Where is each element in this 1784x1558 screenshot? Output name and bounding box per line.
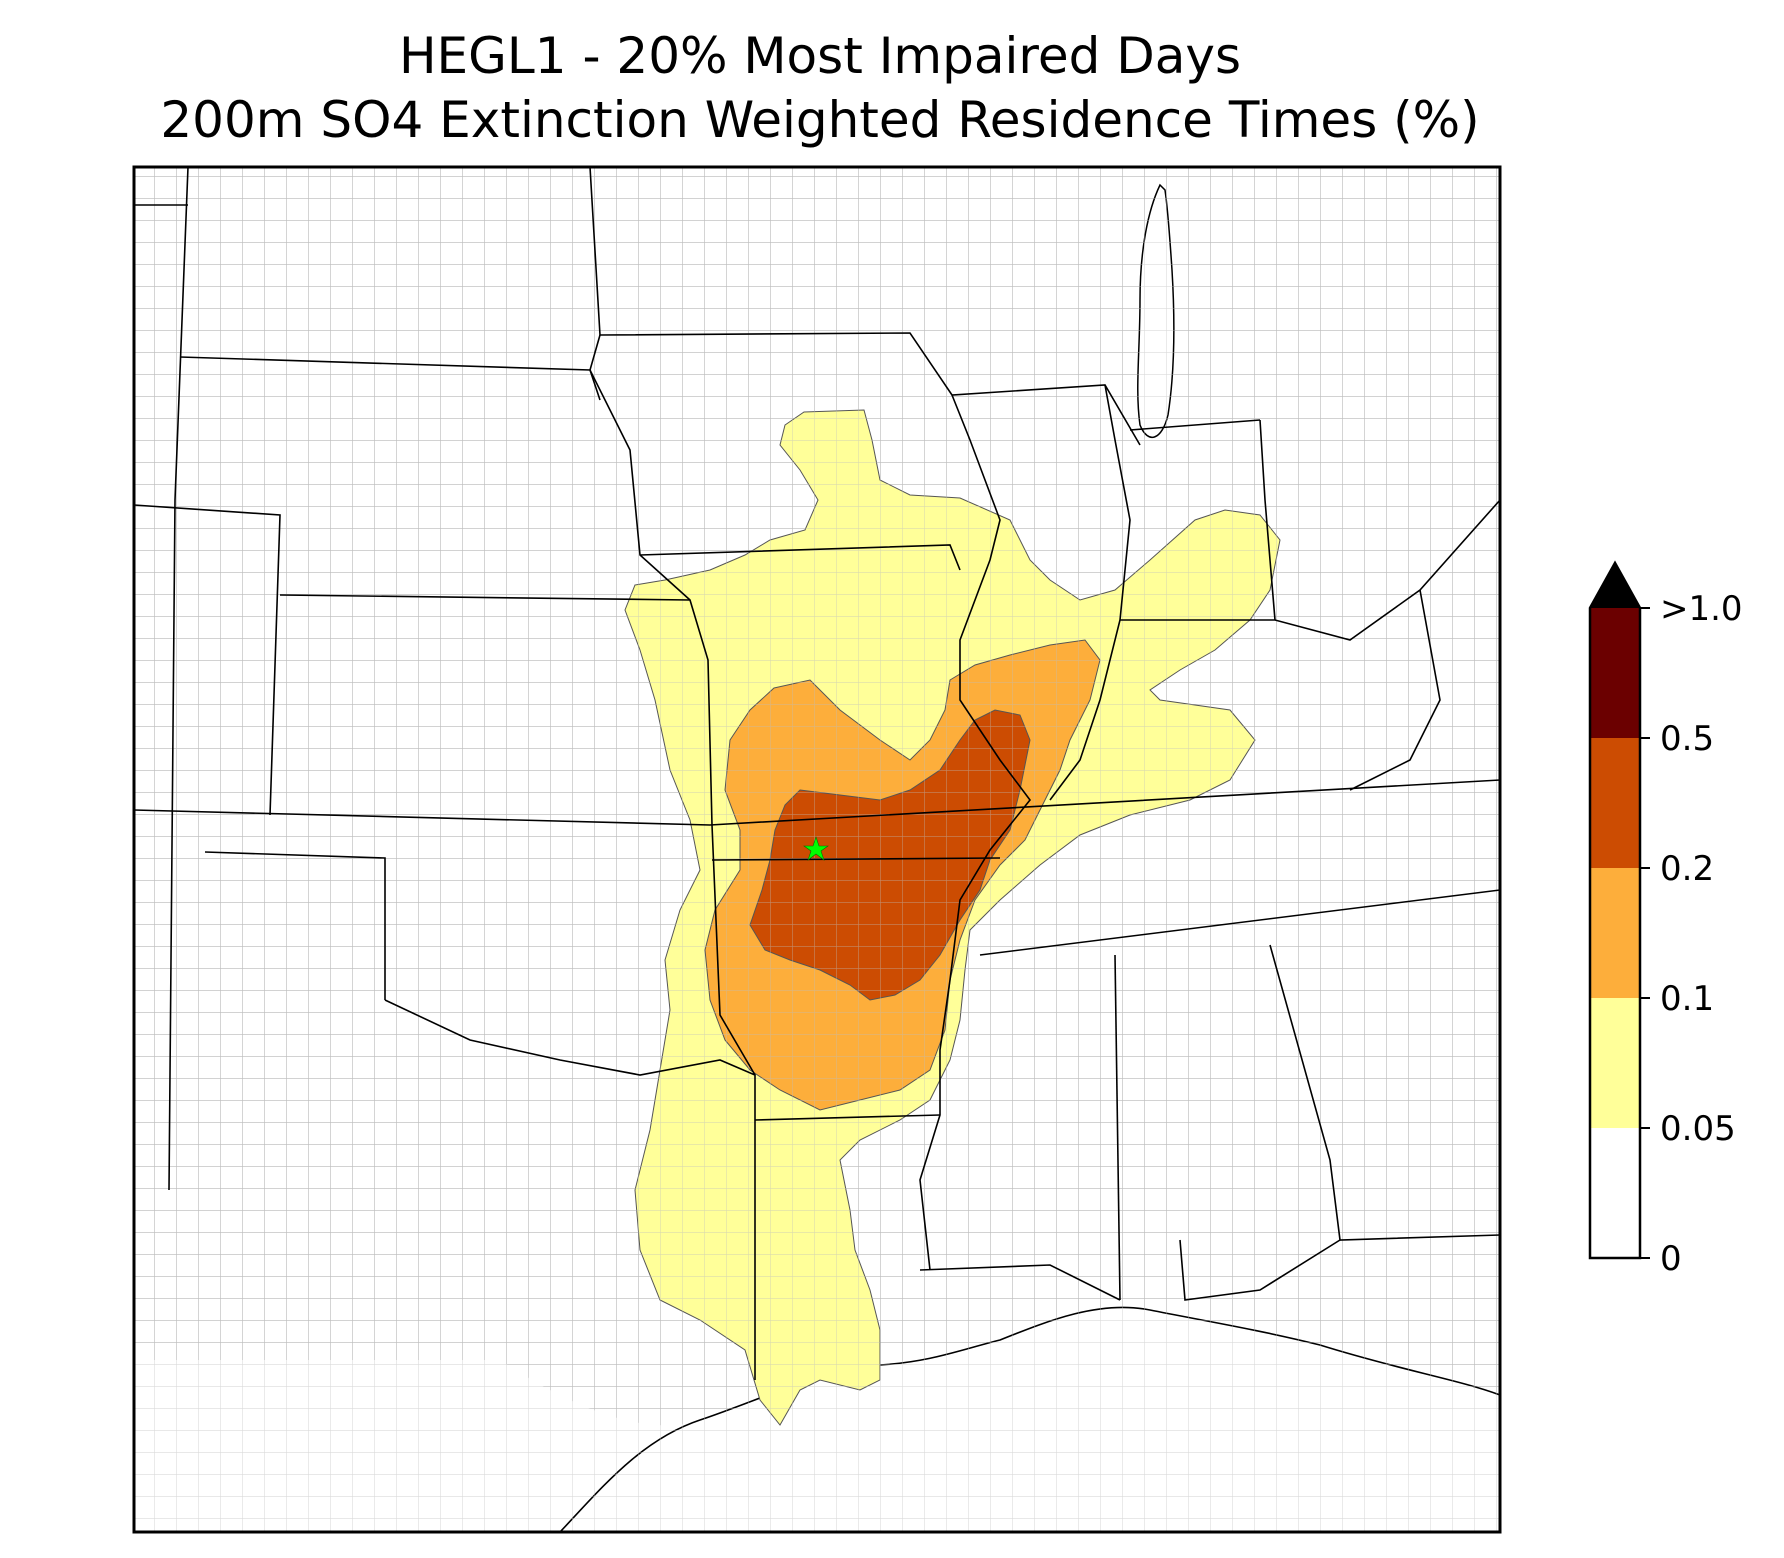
colorbar-tick-label: 0.05 xyxy=(1660,1109,1736,1149)
colorbar-segment xyxy=(1590,608,1640,738)
map-area xyxy=(134,167,1500,1532)
colorbar-tick-label: 0.5 xyxy=(1660,719,1715,759)
colorbar-tick-label: 0 xyxy=(1660,1239,1682,1279)
state-boundaries xyxy=(134,167,1500,1380)
colorbar xyxy=(1588,560,1650,1260)
colorbar-outline xyxy=(1588,560,1642,1260)
site-marker-star-icon xyxy=(803,836,829,861)
colorbar-extend-arrow xyxy=(1590,563,1640,608)
colorbar-segment xyxy=(1590,738,1640,868)
map-title: HEGL1 - 20% Most Impaired Days xyxy=(398,27,1242,85)
colorbar-segment xyxy=(1590,998,1640,1128)
colorbar-segment xyxy=(1590,868,1640,998)
colorbar-tick-label: >1.0 xyxy=(1660,589,1743,629)
colorbar-tick-label: 0.2 xyxy=(1660,849,1715,889)
map-frame xyxy=(132,165,1502,1534)
map-subtitle: 200m SO4 Extinction Weighted Residence T… xyxy=(160,91,1480,149)
colorbar-segment xyxy=(1590,1128,1640,1258)
colorbar-tick-label: 0.1 xyxy=(1660,979,1715,1019)
